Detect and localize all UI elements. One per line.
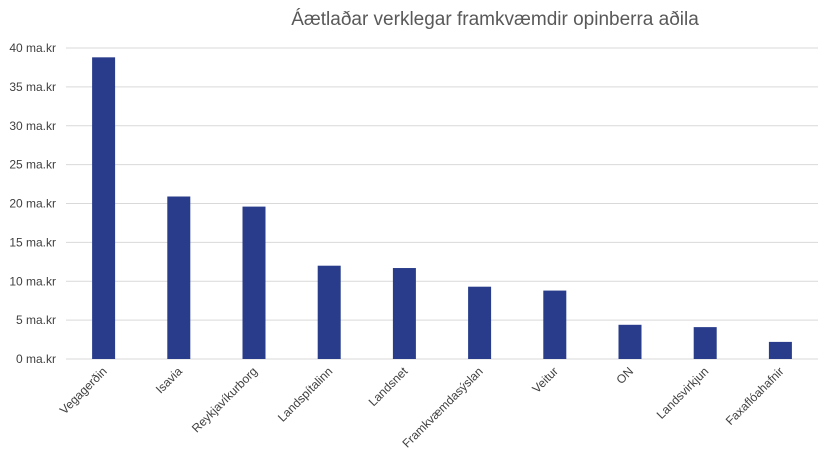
- y-tick-label: 25 ma.kr: [9, 158, 56, 172]
- bar: [92, 57, 116, 360]
- gridlines: [66, 47, 818, 360]
- x-tick-label: ON: [613, 364, 636, 387]
- bar: [392, 268, 416, 359]
- bar: [693, 327, 717, 359]
- bar: [242, 206, 266, 359]
- bar: [468, 286, 492, 359]
- bar: [317, 265, 341, 359]
- y-tick-label: 10 ma.kr: [9, 274, 56, 288]
- x-tick-label: Framkvæmdasýslan: [399, 364, 485, 450]
- y-tick-label: 20 ma.kr: [9, 197, 56, 211]
- y-tick-label: 30 ma.kr: [9, 119, 56, 133]
- bar: [167, 196, 191, 359]
- y-tick-label: 35 ma.kr: [9, 80, 56, 94]
- x-axis-ticks: Vegagerðin Isavia Reykjavíkurborg Landspíta…: [57, 364, 787, 451]
- x-tick-label: Vegagerðin: [57, 364, 110, 417]
- bar: [618, 324, 642, 359]
- bar: [543, 290, 567, 359]
- y-tick-label: 40 ma.kr: [9, 41, 56, 55]
- y-tick-label: 5 ma.kr: [16, 313, 56, 327]
- bar: [768, 341, 792, 359]
- bars: [92, 57, 792, 360]
- x-tick-label: Veitur: [529, 364, 561, 396]
- y-axis-ticks: 0 ma.kr 5 ma.kr 10 ma.kr 15 ma.kr 20 ma.kr 25…: [9, 41, 56, 366]
- y-tick-label: 0 ma.kr: [16, 352, 56, 366]
- y-tick-label: 15 ma.kr: [9, 235, 56, 249]
- x-tick-label: Faxaflóahafnir: [723, 364, 787, 428]
- x-tick-label: Landsnet: [366, 364, 411, 409]
- x-tick-label: Landsvirkjun: [654, 364, 712, 422]
- x-tick-label: Landspítalinn: [275, 364, 335, 424]
- chart-title: Áætlaðar verklegar framkvæmdir opinberra…: [291, 9, 699, 30]
- x-tick-label: Isavia: [153, 364, 185, 396]
- x-tick-label: Reykjavíkurborg: [189, 364, 260, 435]
